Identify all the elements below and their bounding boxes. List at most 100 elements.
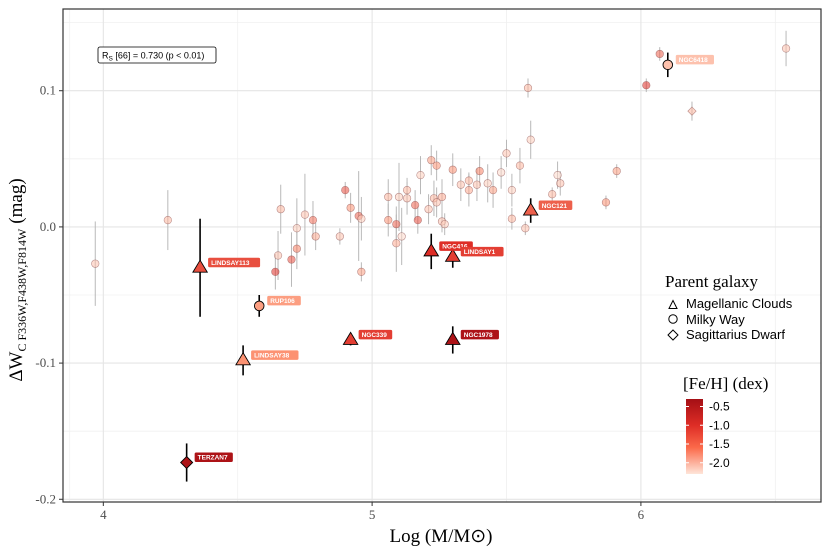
color-tick-label: -1.0 (709, 418, 730, 432)
point-label: NGC339 (358, 329, 393, 340)
color-bar (686, 399, 703, 474)
data-point-circle (402, 186, 412, 195)
legend-label-magellanic: Magellanic Clouds (686, 296, 793, 311)
point-label-text: NGC416 (442, 244, 468, 251)
x-tick-label: 5 (369, 507, 376, 522)
y-tick-label: -0.2 (35, 491, 56, 506)
data-point-circle (273, 251, 283, 260)
data-point-circle (612, 166, 621, 176)
data-point-circle (432, 161, 441, 170)
point-label: NGC1978 (460, 329, 499, 340)
color-bar-ticks: -0.5 -1.0 -1.5 -2.0 (686, 400, 730, 470)
data-point-circle (781, 44, 791, 53)
data-point-circle (346, 203, 355, 212)
highlight-triangle (235, 351, 252, 366)
highlight-triangle (423, 242, 440, 257)
point-label-box (460, 329, 499, 340)
data-point-circle (341, 186, 350, 195)
data-point-circle (392, 220, 401, 229)
data-point-circle (300, 210, 310, 219)
data-point-diamond (687, 106, 697, 116)
legend-label-sagittarius: Sagittarius Dwarf (686, 327, 785, 342)
data-point-circle (464, 186, 473, 195)
data-point-circle (311, 232, 320, 241)
point-label-box (208, 257, 261, 268)
y-axis-title: ΔWC F336W,F438W,F814W(mag) (6, 178, 29, 381)
svg-text:RS [66] = 0.730 (p < 0.01): RS [66] = 0.730 (p < 0.01) (102, 51, 204, 63)
data-point-circle (308, 215, 318, 225)
data-point-circle (416, 171, 425, 180)
point-label: LINDSAY1 (460, 246, 504, 257)
shape-legend-title: Parent galaxy (665, 272, 758, 291)
point-label-text: LINDSAY38 (254, 353, 290, 360)
data-point-circle (553, 171, 562, 180)
data-point-circle (475, 166, 484, 176)
data-point-circle (357, 267, 366, 276)
highlight-circle (253, 300, 265, 312)
point-label-box (251, 350, 299, 360)
data-point-circle (411, 201, 420, 210)
color-tick-label: -2.0 (709, 456, 730, 470)
point-label: NGC6418 (675, 54, 714, 65)
point-label: TERZAN7 (194, 452, 233, 463)
axes: 4 5 6 -0.2 -0.1 0.0 0.1 (35, 8, 822, 522)
data-point-circle (287, 255, 296, 264)
data-point-circle (392, 239, 401, 248)
data-point-circle (526, 135, 535, 144)
y-tick-label: -0.1 (35, 355, 56, 370)
color-legend-title: [Fe/H] (dex) (683, 374, 768, 393)
svg-text:ΔWC F336W,F438W,F814W(mag): ΔWC F336W,F438W,F814W(mag) (6, 178, 29, 381)
y-tick-label: 0.0 (40, 219, 56, 234)
data-point-circle (292, 224, 301, 233)
data-point-circle (397, 232, 406, 241)
x-axis-title: Log (M/M⊙) (390, 526, 493, 547)
point-label-text: NGC1978 (464, 332, 493, 339)
data-point-circle (601, 198, 611, 207)
data-point-circle (91, 259, 100, 268)
highlight-triangle (444, 248, 461, 262)
data-point-circle (497, 168, 506, 177)
legend-circle-icon (668, 314, 678, 324)
point-label-text: LINDSAY1 (464, 249, 496, 256)
data-point-circle (483, 179, 492, 188)
point-label-text: TERZAN7 (198, 455, 228, 462)
data-point-circle (432, 198, 441, 207)
data-point-circle (384, 192, 393, 202)
data-point-circle (163, 215, 172, 225)
point-label: LINDSAY113 (208, 257, 261, 268)
error-bars (94, 30, 787, 482)
legend-diamond-icon (667, 329, 679, 341)
point-label-box (267, 295, 301, 306)
point-label-text: NGC6418 (679, 57, 708, 64)
point-label: NGC121 (538, 200, 573, 211)
data-point-circle (502, 149, 511, 158)
data-point-circle (507, 214, 516, 223)
data-point-circle (472, 180, 482, 189)
point-labels: LINDSAY113 RUP106 LINDSAY38 TERZAN7 NGC339 NG… (194, 54, 714, 463)
data-point-circle (335, 232, 344, 241)
data-point-circle (655, 49, 664, 59)
data-point-circle (357, 214, 366, 223)
shape-legend: Parent galaxy Magellanic Clouds Milky Wa… (665, 272, 793, 342)
point-label-box (358, 329, 393, 340)
data-point-circle (548, 190, 557, 199)
color-legend: [Fe/H] (dex) -0.5 -1.0 -1.5 -2.0 (683, 374, 768, 474)
point-label-box (194, 452, 233, 463)
data-point-circle (384, 215, 393, 225)
data-point-circle (507, 186, 516, 195)
x-tick-label: 4 (100, 507, 107, 522)
data-point-circle (523, 83, 533, 93)
data-point-circle (402, 194, 412, 203)
point-label-text: RUP106 (270, 298, 295, 305)
data-point-circle (276, 205, 285, 214)
stat-annotation: RS [66] = 0.730 (p < 0.01) (97, 46, 217, 64)
point-label-text: NGC121 (542, 203, 568, 210)
highlight-circle (662, 59, 674, 71)
data-point-circle (271, 267, 280, 276)
data-point-circle (515, 161, 525, 170)
data-point-circle (424, 205, 433, 214)
highlight-triangle (342, 331, 359, 345)
point-label: RUP106 (267, 295, 301, 306)
plot-frame (62, 8, 822, 503)
